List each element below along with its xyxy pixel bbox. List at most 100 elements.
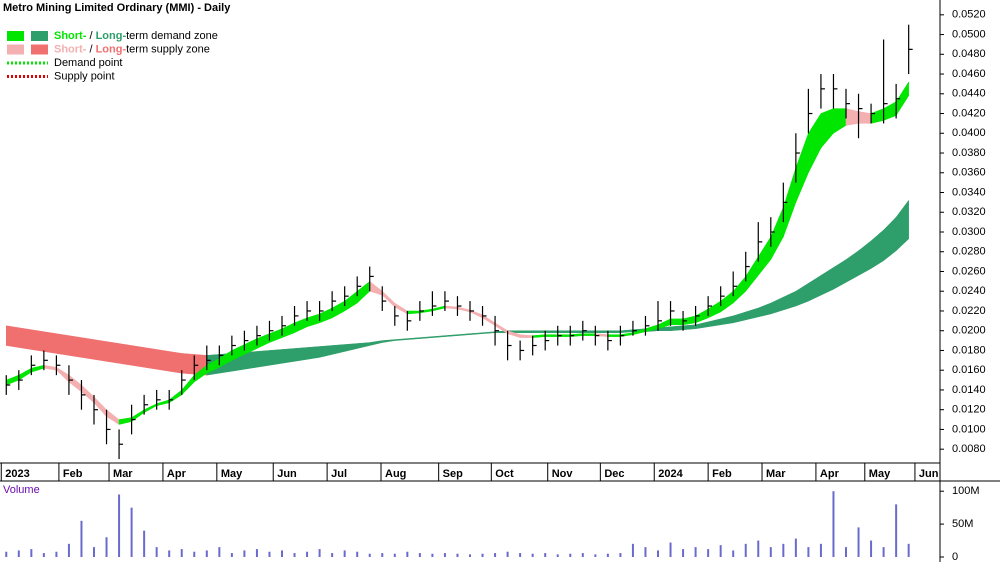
- volume-bar: [594, 554, 597, 557]
- volume-bar: [255, 549, 258, 557]
- long-term-zone: [18, 327, 32, 350]
- long-term-zone: [281, 348, 295, 364]
- volume-bar: [180, 549, 183, 557]
- volume-bar: [243, 550, 246, 557]
- x-tick-label: Mar: [766, 468, 786, 480]
- long-term-zone: [6, 325, 20, 348]
- y-tick-label: 0.0320: [952, 206, 986, 218]
- legend-text: term supply zone: [126, 43, 210, 55]
- volume-bar: [531, 553, 534, 557]
- x-tick-label: 2024: [658, 468, 683, 480]
- short-term-zone: [607, 334, 621, 337]
- legend-label: Short- / Long-term supply zone: [54, 43, 210, 55]
- y-tick-label: 0.0240: [952, 285, 986, 297]
- legend-text: /: [86, 43, 95, 55]
- long-term-zone: [131, 345, 145, 368]
- volume-bar: [682, 549, 685, 557]
- volume-bar: [80, 520, 83, 557]
- volume-bar: [306, 551, 309, 557]
- legend-label: Short- / Long-term demand zone: [54, 30, 218, 42]
- x-tick-label: Apr: [167, 468, 187, 480]
- long-term-zone: [118, 343, 132, 366]
- volume-bar: [418, 553, 421, 557]
- volume-tick-label: 0: [952, 551, 958, 562]
- volume-bar: [393, 553, 396, 557]
- legend-swatch: [7, 31, 24, 41]
- volume-bar: [744, 543, 747, 557]
- volume-bar: [870, 540, 873, 557]
- volume-bar: [55, 551, 58, 557]
- volume-bar: [782, 543, 785, 557]
- short-term-zone: [845, 108, 859, 126]
- volume-bar: [93, 547, 95, 557]
- y-tick-label: 0.0220: [952, 305, 986, 317]
- volume-bar: [669, 542, 672, 557]
- volume-bar: [857, 527, 860, 557]
- long-term-zone: [68, 335, 82, 358]
- x-tick-label: Feb: [712, 468, 732, 480]
- y-tick-label: 0.0300: [952, 226, 986, 238]
- legend-text: /: [86, 30, 95, 42]
- legend-text: Supply point: [54, 70, 115, 82]
- volume-bar: [443, 553, 446, 557]
- long-term-zone: [532, 330, 546, 333]
- volume-bar: [882, 547, 885, 557]
- price-bars: [5, 24, 913, 460]
- legend-text: Short-: [54, 43, 87, 55]
- x-tick-label: Jun: [919, 468, 939, 480]
- volume-bar: [819, 543, 822, 557]
- x-tick-label: Jun: [277, 468, 297, 480]
- long-term-zone: [607, 330, 621, 333]
- volume-bar: [30, 549, 33, 557]
- long-term-zone: [294, 347, 308, 362]
- y-tick-label: 0.0140: [952, 384, 986, 396]
- volume-bar: [67, 543, 70, 557]
- volume-bar: [193, 551, 196, 557]
- long-term-zone: [143, 347, 157, 370]
- volume-bar: [205, 550, 208, 557]
- x-tick-label: May: [869, 468, 891, 480]
- long-term-zone: [595, 330, 609, 333]
- volume-bar: [318, 549, 321, 557]
- legend-swatch: [31, 44, 48, 55]
- volume-tick-label: 50M: [952, 518, 973, 530]
- y-tick-label: 0.0520: [952, 9, 986, 21]
- x-tick-label: Oct: [495, 468, 514, 480]
- volume-bar: [130, 507, 133, 557]
- volume-bar: [368, 553, 371, 557]
- volume-bar: [644, 547, 647, 557]
- y-tick-label: 0.0380: [952, 147, 986, 159]
- y-tick-label: 0.0420: [952, 107, 986, 119]
- volume-bar: [381, 553, 384, 557]
- volume-bar: [356, 551, 359, 557]
- legend-text: Long-: [96, 43, 127, 55]
- long-term-zone: [43, 331, 57, 354]
- short-term-zone: [544, 334, 558, 337]
- long-term-zone: [106, 341, 120, 364]
- x-tick-label: Apr: [820, 468, 840, 480]
- volume-bar: [581, 553, 584, 557]
- long-term-zone: [544, 330, 558, 333]
- y-tick-label: 0.0340: [952, 186, 986, 198]
- volume-bar: [631, 543, 634, 557]
- volume-bar: [105, 537, 108, 557]
- y-tick-label: 0.0260: [952, 265, 986, 277]
- y-tick-label: 0.0500: [952, 28, 986, 40]
- x-tick-label: Aug: [385, 468, 406, 480]
- chart-title: Metro Mining Limited Ordinary (MMI) - Da…: [3, 2, 231, 14]
- volume-bar: [118, 494, 121, 557]
- long-term-zone: [895, 199, 909, 252]
- volume-bar: [719, 545, 722, 557]
- y-tick-label: 0.0460: [952, 68, 986, 80]
- y-tick-label: 0.0160: [952, 364, 986, 376]
- legend-swatch: [7, 44, 24, 55]
- long-term-zone: [168, 351, 182, 374]
- y-tick-label: 0.0080: [952, 443, 986, 455]
- volume-bar: [155, 547, 158, 557]
- y-tick-label: 0.0280: [952, 246, 986, 258]
- volume-bar: [606, 553, 609, 557]
- legend-label: Supply point: [54, 70, 115, 82]
- long-term-zone: [244, 351, 258, 370]
- volume-bar: [281, 550, 283, 557]
